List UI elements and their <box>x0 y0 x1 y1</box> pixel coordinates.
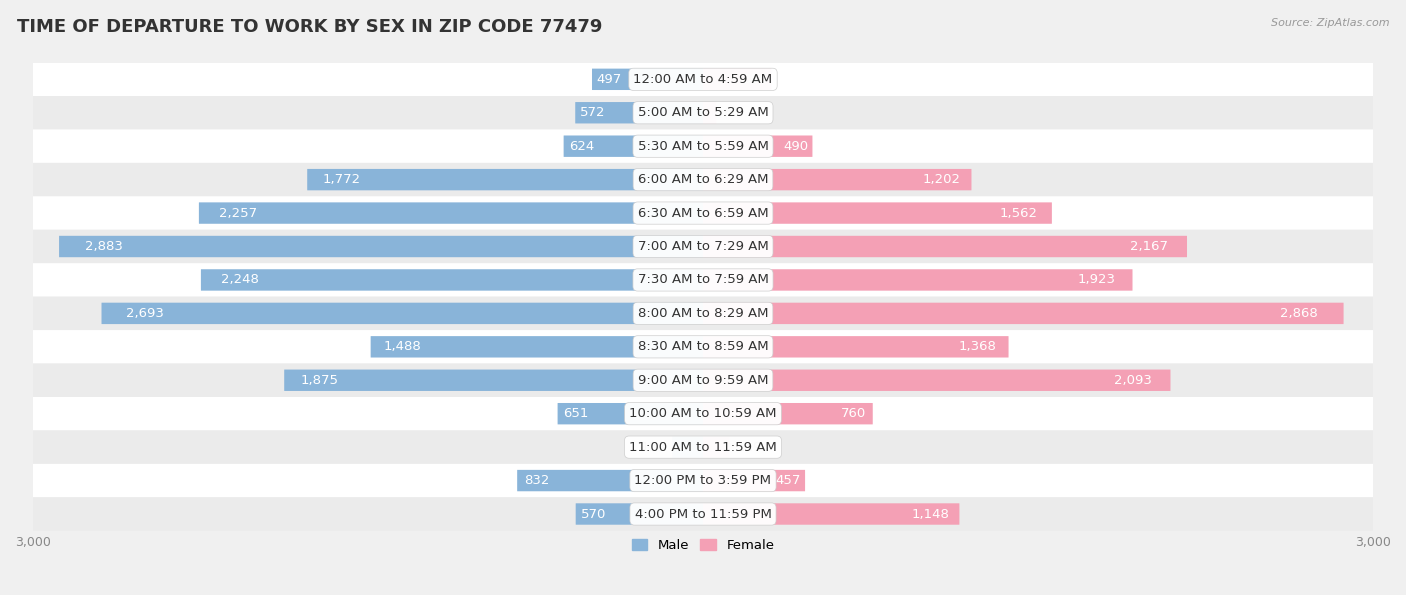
FancyBboxPatch shape <box>32 96 1374 130</box>
Text: 306: 306 <box>744 73 769 86</box>
Text: 572: 572 <box>581 107 606 119</box>
Text: 1,148: 1,148 <box>911 508 949 521</box>
FancyBboxPatch shape <box>703 403 873 424</box>
FancyBboxPatch shape <box>32 397 1374 430</box>
Text: 490: 490 <box>783 140 808 153</box>
Text: 6:00 AM to 6:29 AM: 6:00 AM to 6:29 AM <box>638 173 768 186</box>
FancyBboxPatch shape <box>703 270 1132 290</box>
FancyBboxPatch shape <box>703 102 717 123</box>
Text: 832: 832 <box>524 474 550 487</box>
FancyBboxPatch shape <box>32 297 1374 330</box>
FancyBboxPatch shape <box>703 303 1344 324</box>
FancyBboxPatch shape <box>703 202 1052 224</box>
FancyBboxPatch shape <box>703 169 972 190</box>
FancyBboxPatch shape <box>32 130 1374 163</box>
FancyBboxPatch shape <box>592 68 703 90</box>
FancyBboxPatch shape <box>558 403 703 424</box>
Text: 1,368: 1,368 <box>959 340 997 353</box>
FancyBboxPatch shape <box>517 470 703 491</box>
Text: TIME OF DEPARTURE TO WORK BY SEX IN ZIP CODE 77479: TIME OF DEPARTURE TO WORK BY SEX IN ZIP … <box>17 18 602 36</box>
FancyBboxPatch shape <box>32 163 1374 196</box>
Text: 651: 651 <box>564 407 589 420</box>
Text: 10:00 AM to 10:59 AM: 10:00 AM to 10:59 AM <box>630 407 776 420</box>
Text: 12:00 PM to 3:59 PM: 12:00 PM to 3:59 PM <box>634 474 772 487</box>
Text: 4:00 PM to 11:59 PM: 4:00 PM to 11:59 PM <box>634 508 772 521</box>
FancyBboxPatch shape <box>371 336 703 358</box>
Text: 624: 624 <box>569 140 595 153</box>
FancyBboxPatch shape <box>32 263 1374 297</box>
FancyBboxPatch shape <box>703 68 772 90</box>
FancyBboxPatch shape <box>32 62 1374 96</box>
FancyBboxPatch shape <box>32 497 1374 531</box>
Text: 2,257: 2,257 <box>219 206 257 220</box>
Text: 7:30 AM to 7:59 AM: 7:30 AM to 7:59 AM <box>637 274 769 286</box>
Text: 9:00 AM to 9:59 AM: 9:00 AM to 9:59 AM <box>638 374 768 387</box>
Legend: Male, Female: Male, Female <box>626 533 780 557</box>
FancyBboxPatch shape <box>703 470 806 491</box>
FancyBboxPatch shape <box>32 230 1374 263</box>
FancyBboxPatch shape <box>703 369 1170 391</box>
Text: 11:00 AM to 11:59 AM: 11:00 AM to 11:59 AM <box>628 441 778 453</box>
Text: 2,868: 2,868 <box>1281 307 1317 320</box>
FancyBboxPatch shape <box>672 437 703 458</box>
FancyBboxPatch shape <box>703 437 730 458</box>
FancyBboxPatch shape <box>32 430 1374 464</box>
Text: 119: 119 <box>737 441 762 453</box>
Text: 2,167: 2,167 <box>1129 240 1167 253</box>
FancyBboxPatch shape <box>201 270 703 290</box>
Text: 1,875: 1,875 <box>301 374 339 387</box>
FancyBboxPatch shape <box>32 330 1374 364</box>
Text: 8:00 AM to 8:29 AM: 8:00 AM to 8:29 AM <box>638 307 768 320</box>
FancyBboxPatch shape <box>59 236 703 257</box>
Text: 497: 497 <box>596 73 621 86</box>
FancyBboxPatch shape <box>703 336 1008 358</box>
FancyBboxPatch shape <box>703 503 959 525</box>
Text: 1,202: 1,202 <box>922 173 960 186</box>
FancyBboxPatch shape <box>284 369 703 391</box>
Text: 760: 760 <box>841 407 866 420</box>
Text: 5:00 AM to 5:29 AM: 5:00 AM to 5:29 AM <box>638 107 768 119</box>
FancyBboxPatch shape <box>703 236 1187 257</box>
Text: 60: 60 <box>723 107 740 119</box>
Text: 1,923: 1,923 <box>1077 274 1115 286</box>
FancyBboxPatch shape <box>32 464 1374 497</box>
FancyBboxPatch shape <box>564 136 703 157</box>
Text: 2,093: 2,093 <box>1114 374 1152 387</box>
Text: 1,488: 1,488 <box>384 340 422 353</box>
FancyBboxPatch shape <box>101 303 703 324</box>
Text: 2,883: 2,883 <box>84 240 122 253</box>
Text: 7:00 AM to 7:29 AM: 7:00 AM to 7:29 AM <box>638 240 768 253</box>
Text: 570: 570 <box>581 508 606 521</box>
Text: 457: 457 <box>776 474 801 487</box>
FancyBboxPatch shape <box>308 169 703 190</box>
Text: 138: 138 <box>640 441 665 453</box>
Text: 2,693: 2,693 <box>125 307 163 320</box>
FancyBboxPatch shape <box>703 136 813 157</box>
Text: Source: ZipAtlas.com: Source: ZipAtlas.com <box>1271 18 1389 28</box>
Text: 1,562: 1,562 <box>1000 206 1038 220</box>
FancyBboxPatch shape <box>32 196 1374 230</box>
Text: 2,248: 2,248 <box>221 274 259 286</box>
Text: 1,772: 1,772 <box>323 173 361 186</box>
Text: 12:00 AM to 4:59 AM: 12:00 AM to 4:59 AM <box>634 73 772 86</box>
FancyBboxPatch shape <box>198 202 703 224</box>
FancyBboxPatch shape <box>32 364 1374 397</box>
Text: 8:30 AM to 8:59 AM: 8:30 AM to 8:59 AM <box>638 340 768 353</box>
FancyBboxPatch shape <box>575 102 703 123</box>
FancyBboxPatch shape <box>575 503 703 525</box>
Text: 6:30 AM to 6:59 AM: 6:30 AM to 6:59 AM <box>638 206 768 220</box>
Text: 5:30 AM to 5:59 AM: 5:30 AM to 5:59 AM <box>637 140 769 153</box>
